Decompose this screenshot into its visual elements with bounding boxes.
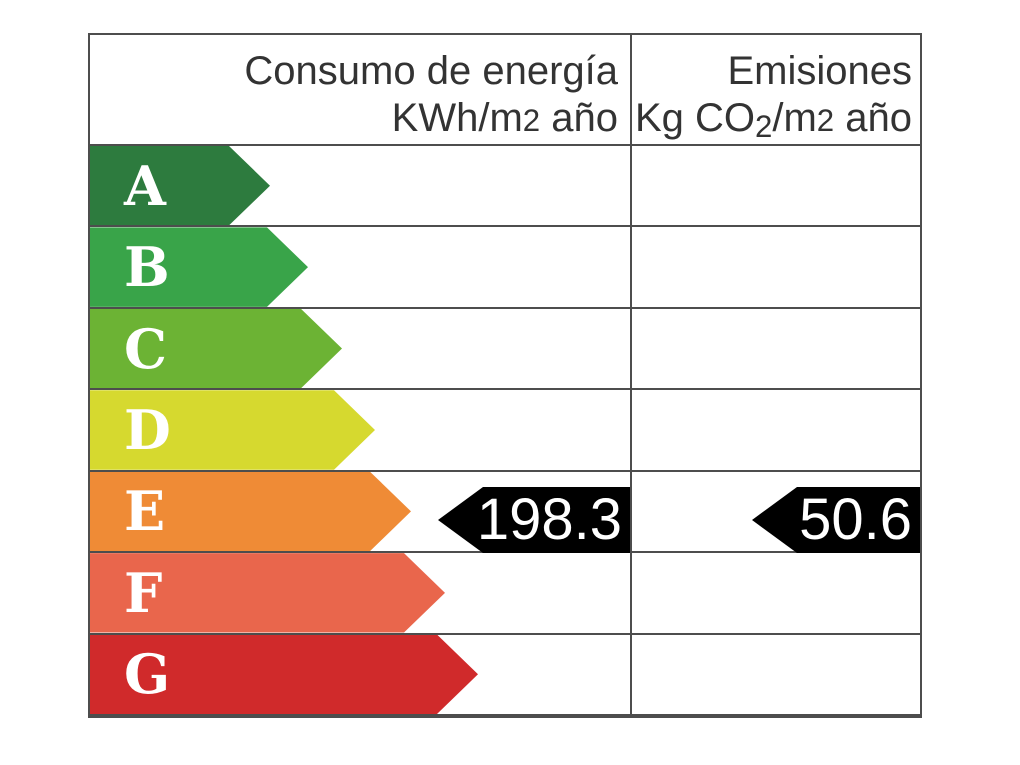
band-letter-d: D bbox=[124, 397, 171, 462]
band-arrow-d: D bbox=[90, 390, 375, 469]
band-row-b: B bbox=[90, 227, 920, 309]
consumption-header-line1: Consumo de energía bbox=[244, 49, 618, 93]
band-arrow-g: G bbox=[90, 635, 478, 714]
band-letter-a: A bbox=[124, 153, 166, 218]
band-letter-b: B bbox=[124, 235, 170, 300]
energy-rating-table: Consumo de energía KWh/m2 año Emisiones … bbox=[88, 33, 922, 718]
band-row-f: F bbox=[90, 553, 920, 635]
band-row-c: C bbox=[90, 309, 920, 391]
band-letter-g: G bbox=[124, 642, 171, 707]
consumption-header-unit: KWh/m2 año bbox=[391, 96, 618, 140]
band-letter-e: E bbox=[124, 479, 166, 544]
band-arrow-b: B bbox=[90, 227, 308, 306]
emissions-unit-subscript: 2 bbox=[754, 108, 773, 144]
band-letter-c: C bbox=[124, 316, 167, 381]
consumption-value: 198.3 bbox=[476, 487, 622, 552]
band-row-d: D bbox=[90, 390, 920, 472]
emissions-header: Emisiones Kg CO2/m2 año bbox=[632, 35, 920, 144]
emissions-header-line1: Emisiones bbox=[727, 49, 912, 93]
band-letter-f: F bbox=[124, 560, 163, 625]
consumption-unit-exponent: 2 bbox=[522, 103, 541, 138]
band-row-g: G bbox=[90, 635, 920, 716]
band-arrow-f: F bbox=[90, 553, 445, 632]
table-header-row: Consumo de energía KWh/m2 año Emisiones … bbox=[90, 35, 920, 146]
band-arrow-c: C bbox=[90, 309, 342, 388]
band-row-e: E bbox=[90, 472, 920, 554]
band-arrow-a: A bbox=[90, 146, 270, 225]
band-row-a: A bbox=[90, 146, 920, 228]
column-divider bbox=[630, 35, 632, 716]
consumption-value-arrow: 198.3 bbox=[438, 487, 630, 553]
emissions-unit-exponent: 2 bbox=[816, 103, 835, 138]
consumption-header: Consumo de energía KWh/m2 año bbox=[90, 35, 630, 144]
emissions-header-unit: Kg CO2/m2 año bbox=[634, 96, 912, 144]
band-arrow-e: E bbox=[90, 472, 411, 551]
emissions-value: 50.6 bbox=[799, 487, 912, 552]
